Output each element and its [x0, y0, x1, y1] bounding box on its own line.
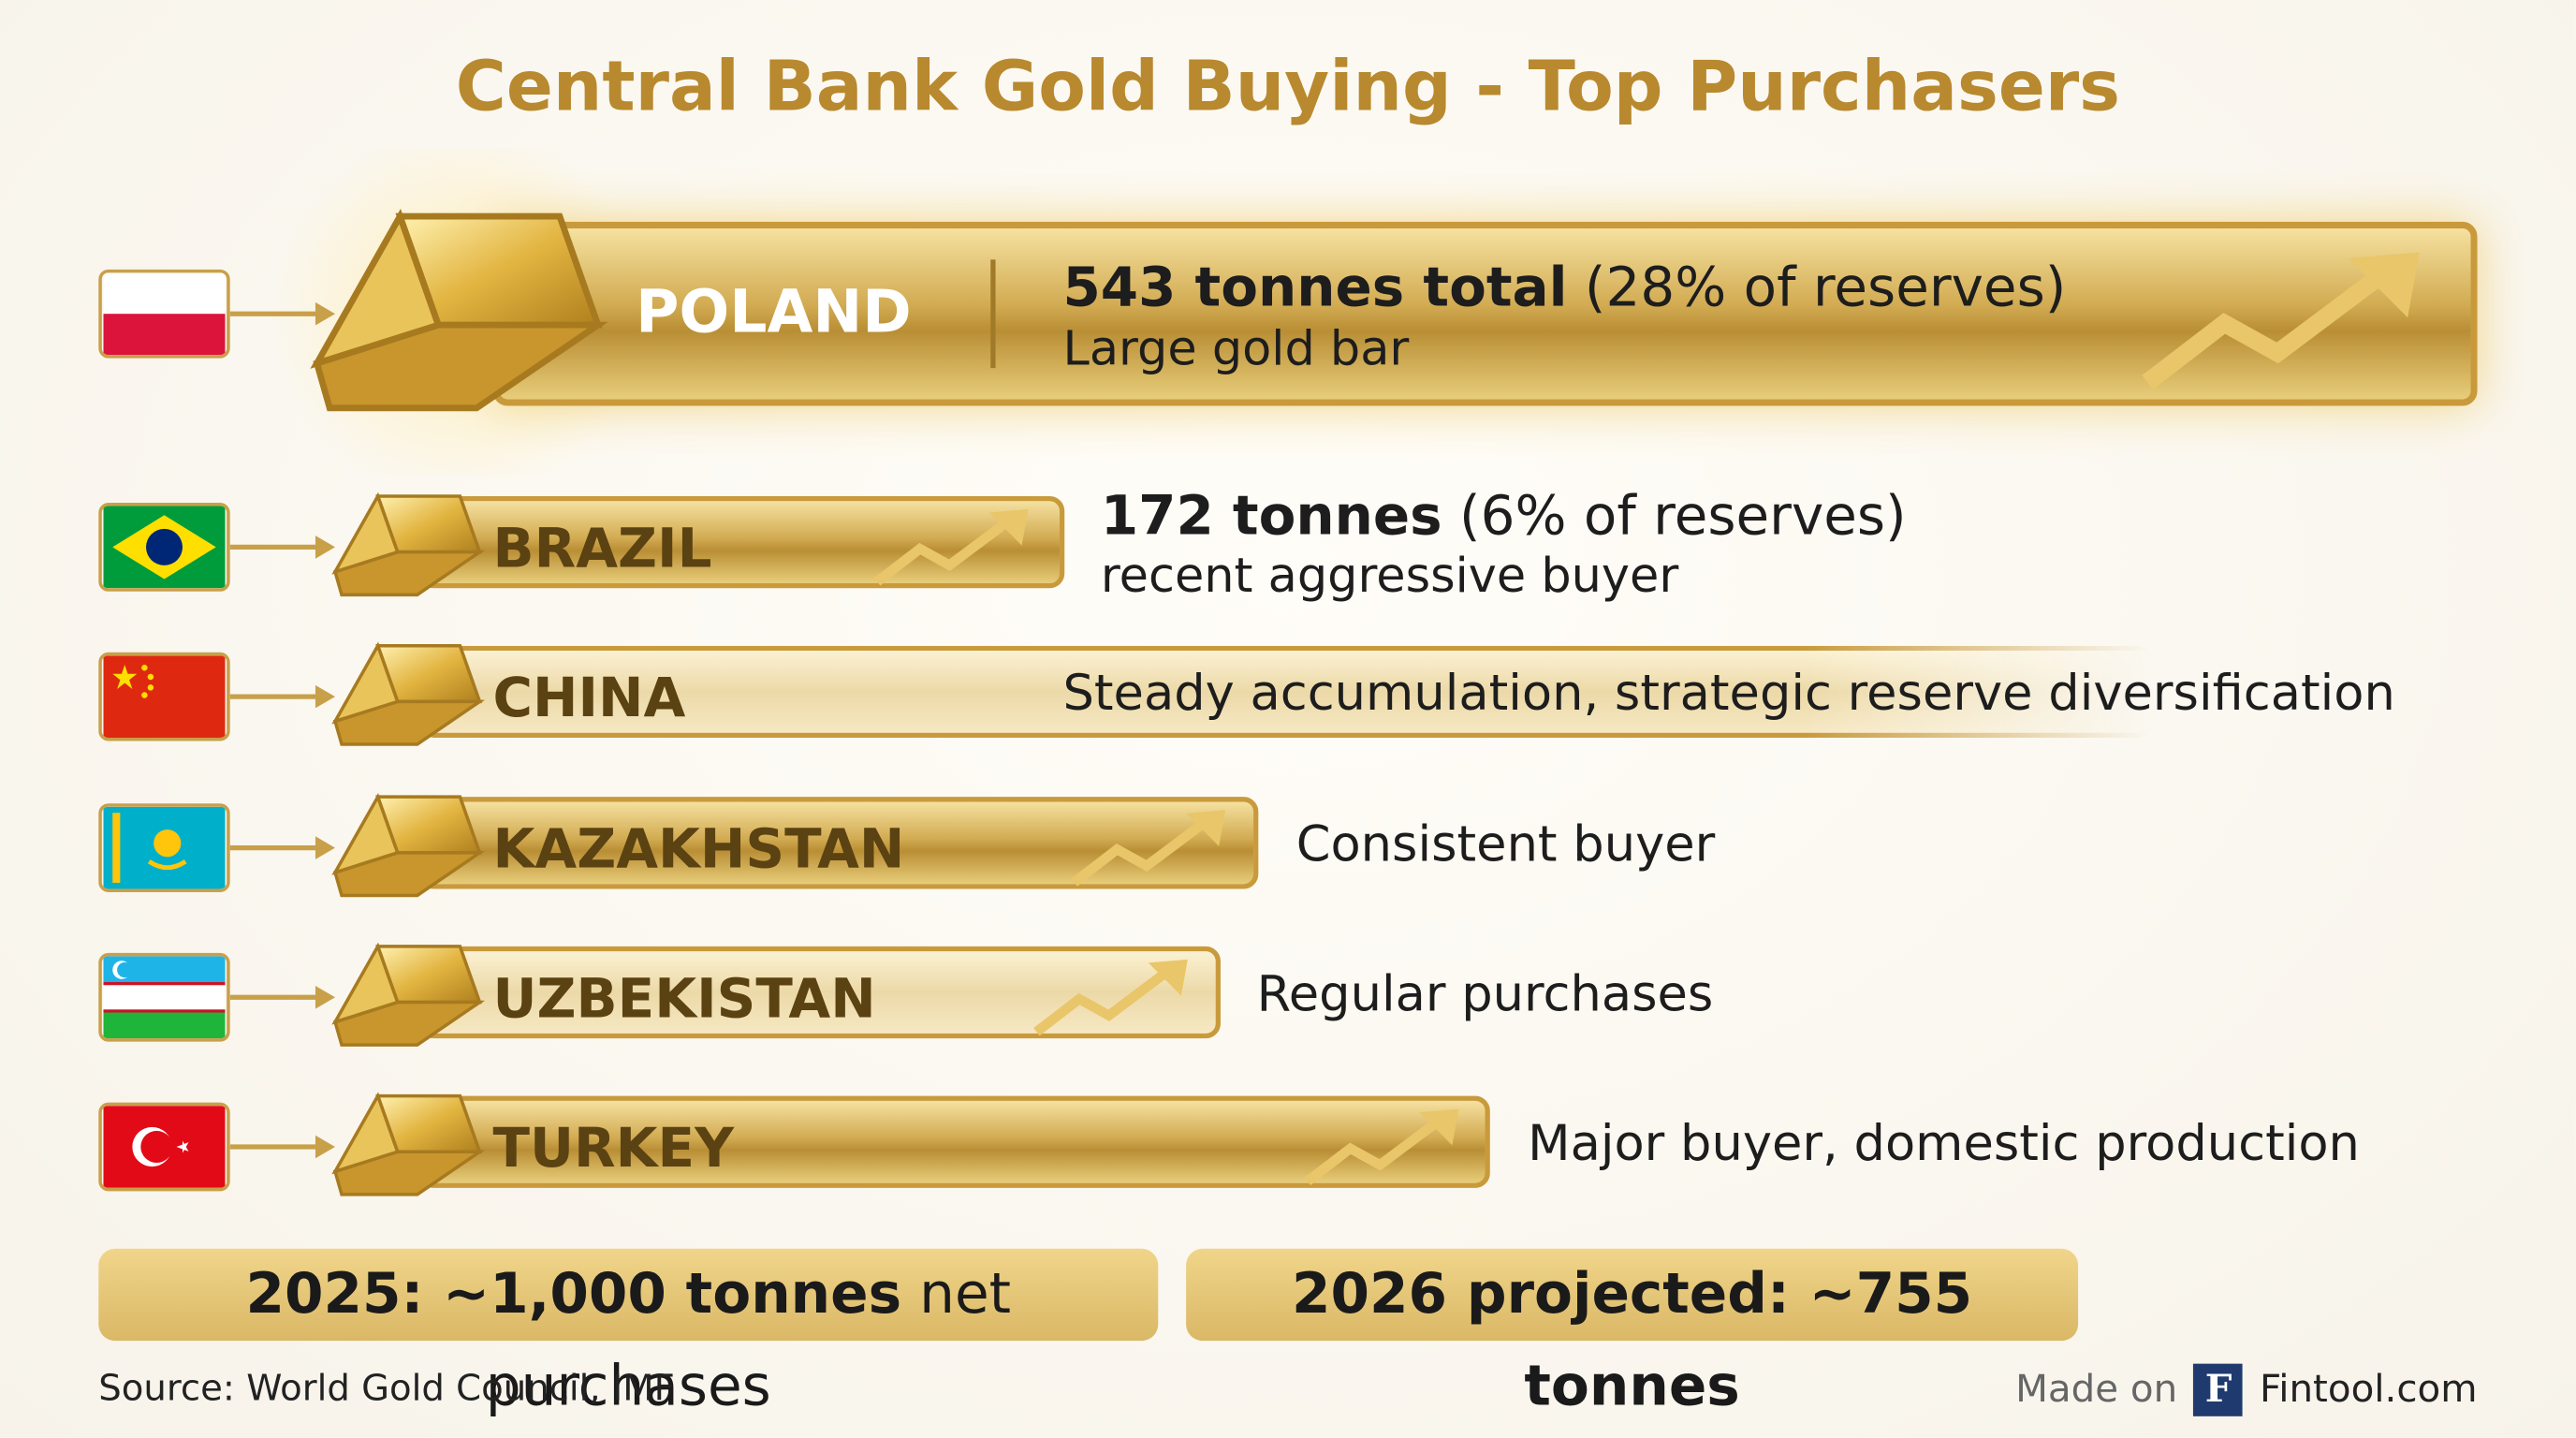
trend-icon [1030, 956, 1194, 1038]
stat: 172 tonnes (6% of reserves) [1101, 483, 1907, 547]
flag-brazil [98, 503, 230, 592]
gold-bar [329, 936, 485, 1054]
country: BRAZIL [492, 516, 712, 580]
summary-bold: 2026 projected: ~755 tonnes [1292, 1261, 1973, 1420]
arrow [230, 981, 335, 1014]
bar [418, 797, 1259, 889]
summary-bold: 2025: ~1,000 tonnes [245, 1261, 902, 1328]
trend-icon [1301, 1106, 1466, 1188]
detail: (28% of reserves) [1584, 255, 2067, 319]
bar [418, 946, 1221, 1039]
note: Steady accumulation, strategic reserve d… [1062, 665, 2395, 724]
gold-bar [329, 1086, 485, 1204]
source: Source: World Gold Council, IMF [98, 1368, 675, 1410]
title: Central Bank Gold Buying - Top Purchaser… [455, 46, 2121, 127]
note: Large gold bar [1062, 320, 1410, 376]
country: UZBEKISTAN [492, 965, 876, 1031]
highlight: 543 tonnes total [1062, 255, 1568, 319]
flag-poland [98, 269, 230, 359]
country: POLAND [636, 279, 912, 347]
logo: F [2193, 1363, 2244, 1416]
flag-uzbekistan [98, 952, 230, 1042]
bar [418, 496, 1065, 589]
trend-icon [2136, 246, 2432, 394]
arrow [230, 681, 335, 713]
bar [418, 645, 2153, 738]
country: KAZAKHSTAN [492, 816, 905, 881]
flag-kazakhstan [98, 803, 230, 892]
note: Consistent buyer [1295, 816, 1716, 874]
summary-box: 2026 projected: ~755 tonnes [1186, 1248, 2079, 1419]
brand: Made on F Fintool.com [2015, 1363, 2478, 1416]
divider [990, 259, 996, 369]
stat: 543 tonnes total (28% of reserves) [1062, 255, 2066, 318]
arrow [230, 531, 335, 564]
arrow [230, 1130, 335, 1163]
summary-text: net purchases [485, 1261, 1012, 1420]
highlight: 172 tonnes [1100, 482, 1442, 548]
made-on: Made on [2015, 1368, 2178, 1412]
trend-icon [1068, 807, 1233, 889]
country: TURKEY [492, 1115, 735, 1181]
gold-bar [329, 636, 485, 754]
gold-bar [329, 486, 485, 604]
country: CHINA [492, 665, 686, 730]
brand-name: Fintool.com [2259, 1368, 2478, 1412]
note: Major buyer, domestic production [1528, 1115, 2360, 1174]
note: Regular purchases [1256, 965, 1714, 1024]
note: recent aggressive buyer [1100, 547, 1679, 604]
summary-box: 2025: ~1,000 tonnes net purchases [98, 1248, 1159, 1419]
gold-bars [304, 198, 608, 428]
arrow [230, 831, 335, 864]
detail: (6% of reserves) [1459, 482, 1907, 548]
trend-icon [871, 506, 1035, 589]
flag-china [98, 652, 230, 741]
flag-turkey [98, 1102, 230, 1192]
gold-bar [329, 787, 485, 905]
